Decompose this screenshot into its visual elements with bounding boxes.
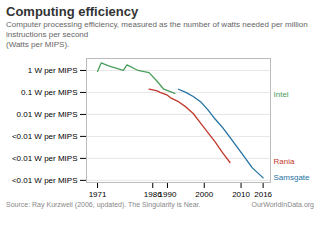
- html-text:Computing efficiency: Computing efficiency: [6, 4, 139, 19]
- html-text:Source: Ray Kurzweil (2006, up: Source: Ray Kurzweil (2006, updated). Th…: [6, 201, 201, 208]
- svg-text:2010: 2010: [232, 190, 250, 199]
- svg-text:1986: 1986: [143, 190, 162, 200]
- svg-text:<0.01 W per MIPS: <0.01 W per MIPS: [12, 154, 78, 163]
- svg-text:Intel: Intel: [274, 90, 289, 99]
- svg-text:0.1 W per MIPS: 0.1 W per MIPS: [21, 88, 77, 97]
- svg-text:1 W per MIPS: 1 W per MIPS: [28, 66, 78, 75]
- svg-text:<0.01 W per MIPS: <0.01 W per MIPS: [12, 176, 78, 185]
- html-text:OurWorldInData.org: OurWorldInData.org: [251, 201, 314, 208]
- svg-text:<0.01 W per MIPS: <0.01 W per MIPS: [12, 132, 78, 141]
- svg-text:1971: 1971: [89, 190, 107, 199]
- svg-text:Rania: Rania: [274, 157, 295, 166]
- html-text:Computer processing efficiency: Computer processing efficiency, measured…: [6, 20, 308, 49]
- svg-text:2016: 2016: [254, 190, 272, 199]
- svg-text:Samsgate: Samsgate: [274, 173, 311, 182]
- svg-text:0.01 W per MIPS: 0.01 W per MIPS: [17, 110, 78, 119]
- svg-text:2000: 2000: [195, 190, 213, 199]
- svg-text:1990: 1990: [159, 190, 177, 199]
